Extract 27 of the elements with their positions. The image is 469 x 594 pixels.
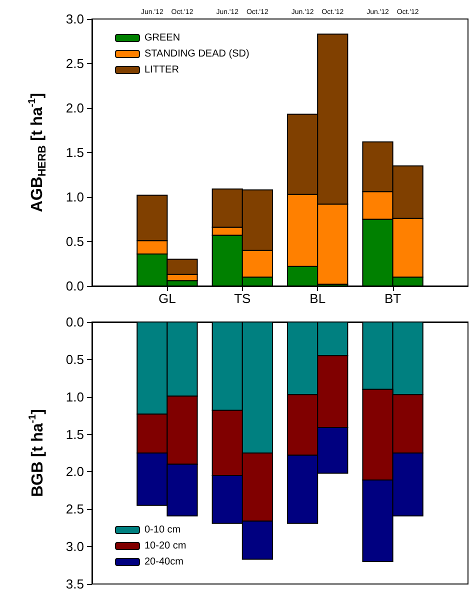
y-tick-label: 1.5 (66, 426, 84, 442)
text: BL (310, 291, 326, 306)
y-tick-label: 1.0 (66, 389, 84, 404)
y-tick-label: 2.0 (66, 100, 84, 116)
y-tick-label: 0.5 (66, 352, 84, 367)
y-tick-label: 1.0 (66, 190, 84, 204)
y-tick-label: 0.5 (66, 234, 84, 249)
text: GL (158, 291, 176, 306)
y-tick-label: 0.0 (66, 278, 84, 294)
y-axis-title: BGB [t ha-1] (28, 409, 46, 497)
legend-label: 10-20 cm (144, 540, 186, 552)
y-tick-label: 2.5 (66, 502, 84, 517)
text: TS (234, 291, 252, 306)
y-axis-title: AGBHERB [t ha-1] (27, 92, 48, 212)
text: BT (384, 291, 402, 306)
y-tick-label: 3.0 (66, 539, 84, 554)
y-tick-label: 0.0 (66, 314, 84, 330)
legend-label: GREEN (144, 32, 180, 44)
legend-label: 0-10 cm (144, 524, 181, 536)
legend-label: LITTER (144, 64, 179, 76)
y-tick-label: 3.0 (66, 12, 84, 26)
y-tick-label: 3.5 (66, 576, 84, 592)
y-tick-label: 2.5 (66, 56, 84, 71)
legend-label: STANDING DEAD (SD) (144, 48, 250, 60)
y-tick-label: 1.5 (66, 145, 84, 160)
legend-label: 20-40cm (144, 556, 184, 568)
y-tick-label: 2.0 (66, 464, 84, 480)
